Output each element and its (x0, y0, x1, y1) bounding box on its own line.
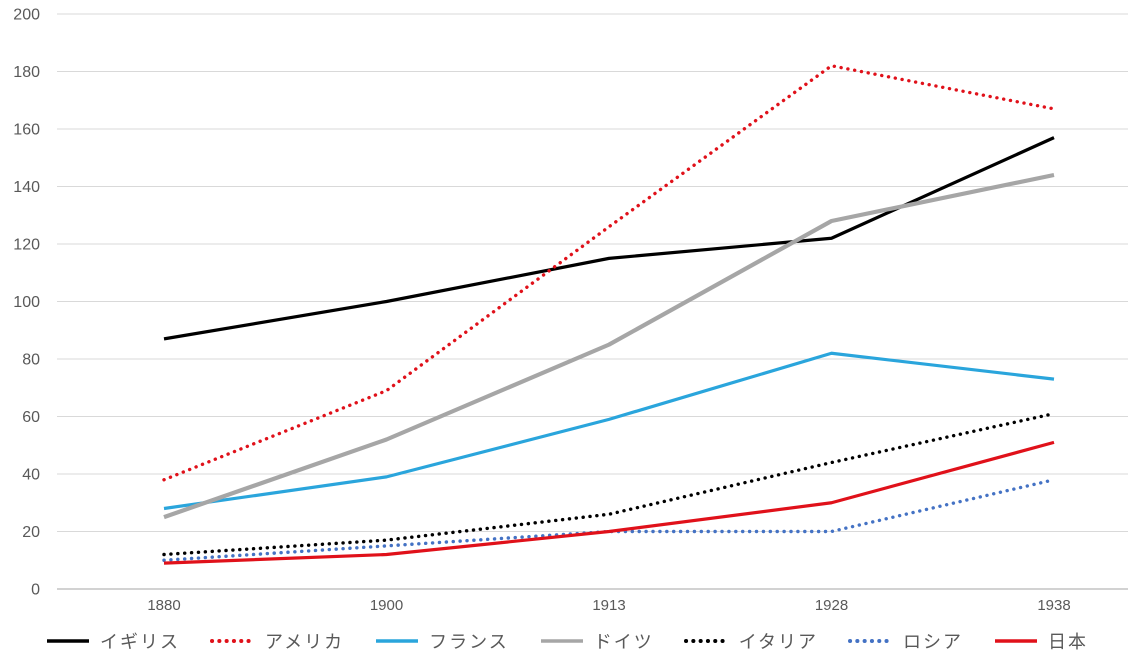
legend-label-france: フランス (429, 632, 509, 652)
y-tick-label-140: 140 (13, 179, 40, 196)
y-tick-label-0: 0 (31, 582, 40, 599)
legend-marker-france (376, 639, 419, 643)
legend-marker-russia (848, 639, 895, 643)
legend-marker-usa (209, 639, 256, 643)
legend-label-japan: 日本 (1048, 632, 1089, 652)
legend-marker-germany (540, 639, 583, 643)
x-tick-label-1928: 1928 (815, 597, 848, 614)
legend-marker-italy (683, 639, 730, 643)
y-tick-label-80: 80 (22, 352, 40, 369)
legend-label-russia: ロシア (903, 632, 964, 652)
line-chart-plot: 0 20 40 60 80 100 120 140 160 180 200 1880 1900 1913 1… (13, 7, 1128, 614)
series-line-uk (163, 136, 1055, 341)
y-tick-label-180: 180 (13, 64, 40, 81)
y-tick-label-60: 60 (22, 409, 40, 426)
series-line-japan (163, 440, 1055, 565)
legend-item-usa: アメリカ (209, 628, 345, 654)
y-tick-label-20: 20 (22, 524, 40, 541)
y-tick-label-160: 160 (13, 122, 40, 139)
legend-label-usa: アメリカ (264, 632, 345, 652)
x-tick-label-1880: 1880 (147, 597, 180, 614)
legend-item-japan: 日本 (993, 628, 1088, 654)
legend-item-russia: ロシア (848, 628, 963, 654)
legend-item-uk: イギリス (45, 628, 180, 654)
legend-item-france: フランス (374, 628, 509, 654)
x-tick-label-1913: 1913 (592, 597, 625, 614)
legend-label-uk: イギリス (99, 632, 180, 652)
y-tick-label-100: 100 (13, 294, 40, 311)
series-line-usa (162, 64, 1056, 482)
legend-label-germany: ドイツ (593, 632, 654, 652)
legend-marker-uk (46, 639, 89, 643)
y-tick-label-200: 200 (13, 7, 40, 24)
y-tick-label-120: 120 (13, 237, 40, 254)
series-line-france (163, 351, 1055, 511)
series-line-italy (162, 411, 1056, 557)
legend-label-italy: イタリア (738, 632, 819, 652)
legend-marker-japan (995, 639, 1038, 643)
chart-legend: イギリス アメリカ フランス ドイツ イタリア ロシア 日本 (0, 628, 1133, 654)
series-line-russia (162, 478, 1056, 562)
x-tick-label-1900: 1900 (370, 597, 403, 614)
x-tick-label-1938: 1938 (1037, 597, 1070, 614)
series-line-germany (163, 172, 1055, 520)
y-tick-label-40: 40 (22, 467, 40, 484)
legend-item-italy: イタリア (683, 628, 819, 654)
legend-item-germany: ドイツ (539, 628, 654, 654)
